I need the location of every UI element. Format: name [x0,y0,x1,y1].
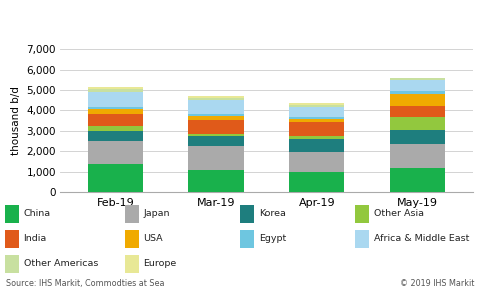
Bar [390,94,445,106]
Bar [88,114,143,126]
Bar [240,230,254,248]
Bar [390,106,445,116]
Bar [390,168,445,192]
Bar [88,141,143,164]
Text: India: India [24,234,47,243]
Bar [188,120,244,134]
Bar [125,230,139,248]
Bar [390,78,445,80]
Bar [188,98,244,100]
Bar [188,146,244,170]
Bar [355,230,370,248]
Bar [289,119,345,122]
Bar [355,205,370,223]
Text: Egypt: Egypt [259,234,286,243]
Text: China: China [24,209,51,218]
Text: Saudi Arabian Crude Oil liftings  by destination: Saudi Arabian Crude Oil liftings by dest… [7,14,337,27]
Text: Source: IHS Markit, Commodties at Sea: Source: IHS Markit, Commodties at Sea [6,279,164,288]
Bar [188,170,244,192]
Text: Europe: Europe [144,259,177,268]
Bar [5,255,19,273]
Bar [390,80,445,91]
Bar [188,134,244,136]
Text: Korea: Korea [259,209,286,218]
Text: Other Asia: Other Asia [374,209,424,218]
Bar [88,89,143,92]
Bar [390,130,445,144]
Bar [289,140,345,152]
Bar [125,255,139,273]
Y-axis label: thousand b/d: thousand b/d [11,86,21,155]
Bar [125,205,139,223]
Bar [390,116,445,130]
Bar [188,96,244,98]
Bar [88,109,143,114]
Bar [240,205,254,223]
Bar [390,91,445,94]
Bar [289,136,345,140]
Bar [289,103,345,105]
Bar [88,92,143,107]
Bar [289,107,345,117]
Bar [5,205,19,223]
Bar [390,144,445,168]
Bar [289,172,345,192]
Bar [88,107,143,109]
Text: © 2019 IHS Markit: © 2019 IHS Markit [400,279,474,288]
Bar [5,230,19,248]
Bar [88,126,143,131]
Bar [289,152,345,172]
Bar [188,116,244,120]
Bar [88,87,143,89]
Text: USA: USA [144,234,163,243]
Bar [289,117,345,119]
Bar [188,114,244,116]
Bar [289,122,345,136]
Text: Africa & Middle East: Africa & Middle East [374,234,469,243]
Bar [188,100,244,114]
Bar [188,136,244,146]
Bar [88,164,143,192]
Bar [88,131,143,141]
Text: Japan: Japan [144,209,170,218]
Bar [289,105,345,107]
Text: Other Americas: Other Americas [24,259,98,268]
